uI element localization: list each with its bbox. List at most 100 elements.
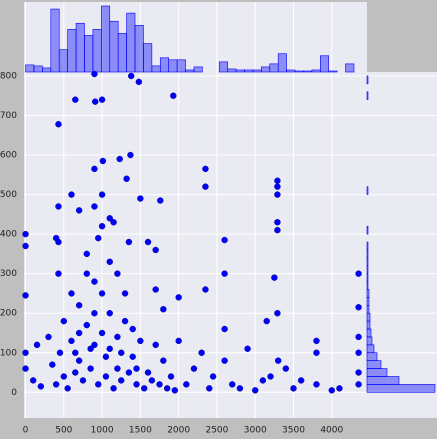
point xyxy=(22,349,29,356)
point xyxy=(72,96,79,103)
point xyxy=(236,385,244,392)
point xyxy=(52,381,60,388)
point xyxy=(95,234,102,242)
hist-bar xyxy=(33,65,43,73)
point xyxy=(102,353,110,360)
point xyxy=(98,329,106,337)
point xyxy=(56,349,64,356)
point xyxy=(156,381,163,388)
point xyxy=(127,72,135,80)
point xyxy=(55,203,62,210)
point xyxy=(148,377,156,384)
point xyxy=(263,317,270,325)
point xyxy=(190,365,198,372)
point xyxy=(106,215,113,222)
hist-bar xyxy=(50,8,60,73)
point xyxy=(171,387,179,394)
hist-bar xyxy=(366,241,369,251)
point xyxy=(274,226,281,234)
point xyxy=(202,165,209,173)
point xyxy=(259,377,267,384)
hist-bar xyxy=(58,49,68,73)
hist-bar xyxy=(134,24,144,73)
point xyxy=(313,337,320,345)
point xyxy=(221,236,228,244)
labels: 0 500 1000 1500 2000 2500 3000 3500 4000 0 100 200 3… xyxy=(0,71,344,435)
point xyxy=(313,349,320,356)
y-tick-label: 100 xyxy=(0,348,17,358)
point xyxy=(99,157,107,165)
hist-bar xyxy=(366,225,369,235)
hist-bar xyxy=(42,67,52,73)
point xyxy=(114,333,121,341)
y-tick-label: 0 xyxy=(11,388,17,398)
point xyxy=(91,165,98,173)
point xyxy=(106,345,113,352)
point xyxy=(114,365,121,372)
hist-bar xyxy=(366,75,369,85)
hist-bar xyxy=(366,305,370,314)
hist-bar xyxy=(117,33,127,73)
right-hist-area xyxy=(367,72,437,418)
point xyxy=(123,175,130,182)
point xyxy=(55,120,62,128)
point xyxy=(282,365,290,372)
hist-bar xyxy=(366,384,436,393)
hist-bar xyxy=(261,66,271,73)
point xyxy=(297,377,305,384)
hist-bar xyxy=(366,249,369,259)
hist-bar xyxy=(366,265,369,274)
point xyxy=(55,238,62,246)
hist-bar xyxy=(269,63,279,73)
hist-bar xyxy=(366,312,371,322)
hist-bar xyxy=(366,186,369,195)
hist-bar xyxy=(193,66,203,73)
point xyxy=(114,270,121,277)
point xyxy=(91,70,98,78)
point xyxy=(106,258,113,266)
hist-bar xyxy=(366,273,369,282)
hist-bar xyxy=(328,70,338,73)
point xyxy=(206,385,213,392)
point xyxy=(252,387,259,394)
point xyxy=(91,341,98,349)
point xyxy=(106,310,113,317)
point xyxy=(133,381,140,388)
point xyxy=(95,381,102,388)
hist-bar xyxy=(366,360,382,369)
point xyxy=(274,219,281,226)
point xyxy=(271,274,278,281)
point xyxy=(55,270,62,277)
marks xyxy=(22,5,436,394)
hist-bar xyxy=(277,53,287,73)
x-tick-label: 500 xyxy=(55,426,72,436)
hist-bar xyxy=(366,344,375,354)
hist-bar xyxy=(286,69,296,73)
point xyxy=(274,357,282,364)
point xyxy=(328,387,335,394)
point xyxy=(202,183,209,190)
hist-bar xyxy=(244,69,254,73)
point xyxy=(98,96,106,103)
point xyxy=(75,329,83,337)
hist-bar xyxy=(92,29,102,73)
hist-bar xyxy=(168,59,178,73)
hist-bar xyxy=(143,43,153,73)
point xyxy=(202,286,209,293)
hist-bar xyxy=(345,63,355,73)
point xyxy=(22,242,29,250)
hist-bar xyxy=(366,368,388,377)
point xyxy=(175,294,182,301)
hist-bar xyxy=(227,68,237,73)
x-tick-label: 1000 xyxy=(91,426,114,436)
y-tick-label: 500 xyxy=(0,190,17,200)
hist-bar xyxy=(303,70,313,73)
point xyxy=(160,306,167,313)
point xyxy=(355,369,362,376)
y-tick-label: 800 xyxy=(0,71,17,81)
hist-bar xyxy=(366,336,373,346)
point xyxy=(87,365,94,372)
hist-bar xyxy=(126,12,136,73)
point xyxy=(170,92,177,99)
hist-bar xyxy=(252,69,262,73)
